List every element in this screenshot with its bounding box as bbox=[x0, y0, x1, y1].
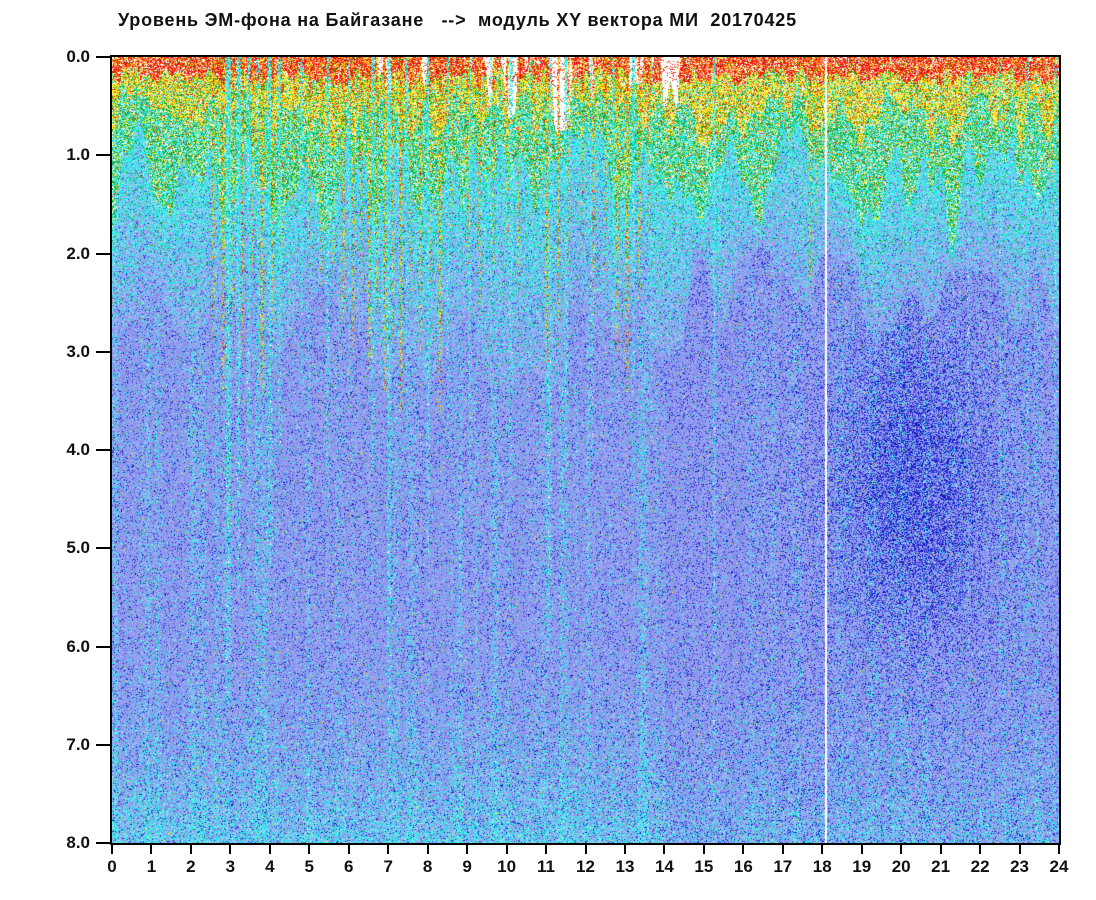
x-tick bbox=[466, 845, 469, 854]
chart-title: Уровень ЭМ-фона на Байгазане --> модуль … bbox=[118, 10, 797, 30]
y-tick-label: 4.0 bbox=[66, 440, 90, 459]
x-tick bbox=[189, 845, 192, 854]
x-tick-label: 16 bbox=[733, 857, 753, 876]
x-tick bbox=[426, 845, 429, 854]
x-tick-label: 14 bbox=[654, 857, 674, 876]
x-tick-label: 19 bbox=[852, 857, 872, 876]
y-tick-label: 2.0 bbox=[66, 243, 90, 263]
x-tick bbox=[702, 845, 705, 854]
y-tick-label: 3.0 bbox=[66, 341, 90, 361]
x-tick-label: 13 bbox=[615, 857, 635, 876]
x-tick bbox=[347, 845, 350, 854]
y-tick bbox=[96, 842, 111, 844]
x-tick bbox=[229, 845, 232, 854]
x-tick bbox=[900, 845, 903, 854]
x-tick bbox=[1058, 845, 1060, 854]
y-tick bbox=[96, 350, 111, 353]
x-tick-label: 2 bbox=[186, 857, 196, 876]
x-tick bbox=[545, 845, 548, 854]
x-tick bbox=[623, 845, 626, 854]
x-tick-label: 8 bbox=[422, 857, 433, 876]
y-tick bbox=[96, 449, 111, 451]
x-tick-label: 17 bbox=[773, 857, 793, 876]
y-tick-label: 6.0 bbox=[66, 636, 90, 656]
x-tick-label: 15 bbox=[694, 857, 714, 876]
x-tick-label: 9 bbox=[462, 857, 472, 876]
y-tick-label: 8.0 bbox=[66, 833, 90, 852]
plot-area bbox=[110, 55, 1061, 845]
y-tick bbox=[96, 547, 111, 550]
y-tick bbox=[96, 645, 111, 648]
x-tick-label: 4 bbox=[265, 857, 275, 876]
x-tick bbox=[150, 845, 153, 854]
x-tick bbox=[939, 845, 942, 854]
x-tick bbox=[308, 845, 311, 854]
x-tick-label: 23 bbox=[1010, 857, 1029, 876]
x-tick bbox=[821, 845, 824, 854]
x-tick bbox=[111, 845, 113, 854]
x-tick bbox=[742, 845, 745, 854]
x-tick-label: 18 bbox=[812, 857, 832, 876]
y-tick bbox=[96, 252, 111, 255]
y-tick-label: 7.0 bbox=[66, 734, 90, 754]
x-tick bbox=[505, 845, 508, 854]
x-tick-label: 5 bbox=[304, 857, 315, 876]
x-tick-label: 10 bbox=[497, 857, 517, 876]
x-tick bbox=[584, 845, 587, 854]
y-tick-label: 0.0 bbox=[66, 47, 90, 66]
x-tick-label: 21 bbox=[931, 857, 951, 876]
x-tick-label: 0 bbox=[107, 857, 117, 876]
y-tick-label: 5.0 bbox=[66, 538, 90, 558]
x-tick-label: 6 bbox=[344, 857, 354, 876]
x-tick bbox=[1018, 845, 1021, 854]
x-tick-label: 7 bbox=[383, 857, 393, 876]
x-tick bbox=[663, 845, 666, 854]
x-tick-label: 24 bbox=[1049, 857, 1069, 876]
x-tick-label: 1 bbox=[146, 857, 157, 876]
x-tick bbox=[268, 845, 271, 854]
x-tick bbox=[860, 845, 863, 854]
x-tick-label: 3 bbox=[225, 857, 236, 876]
spectrogram-canvas bbox=[112, 57, 1059, 843]
x-tick-label: 22 bbox=[970, 857, 990, 876]
y-tick-label: 1.0 bbox=[66, 145, 90, 165]
x-tick bbox=[979, 845, 982, 854]
y-tick bbox=[96, 743, 111, 746]
x-tick-label: 20 bbox=[891, 857, 911, 876]
x-tick-label: 12 bbox=[576, 857, 595, 876]
x-tick bbox=[387, 845, 390, 854]
y-tick bbox=[96, 154, 111, 157]
y-tick bbox=[96, 56, 111, 58]
x-tick bbox=[781, 845, 784, 854]
x-tick-label: 11 bbox=[537, 857, 556, 876]
